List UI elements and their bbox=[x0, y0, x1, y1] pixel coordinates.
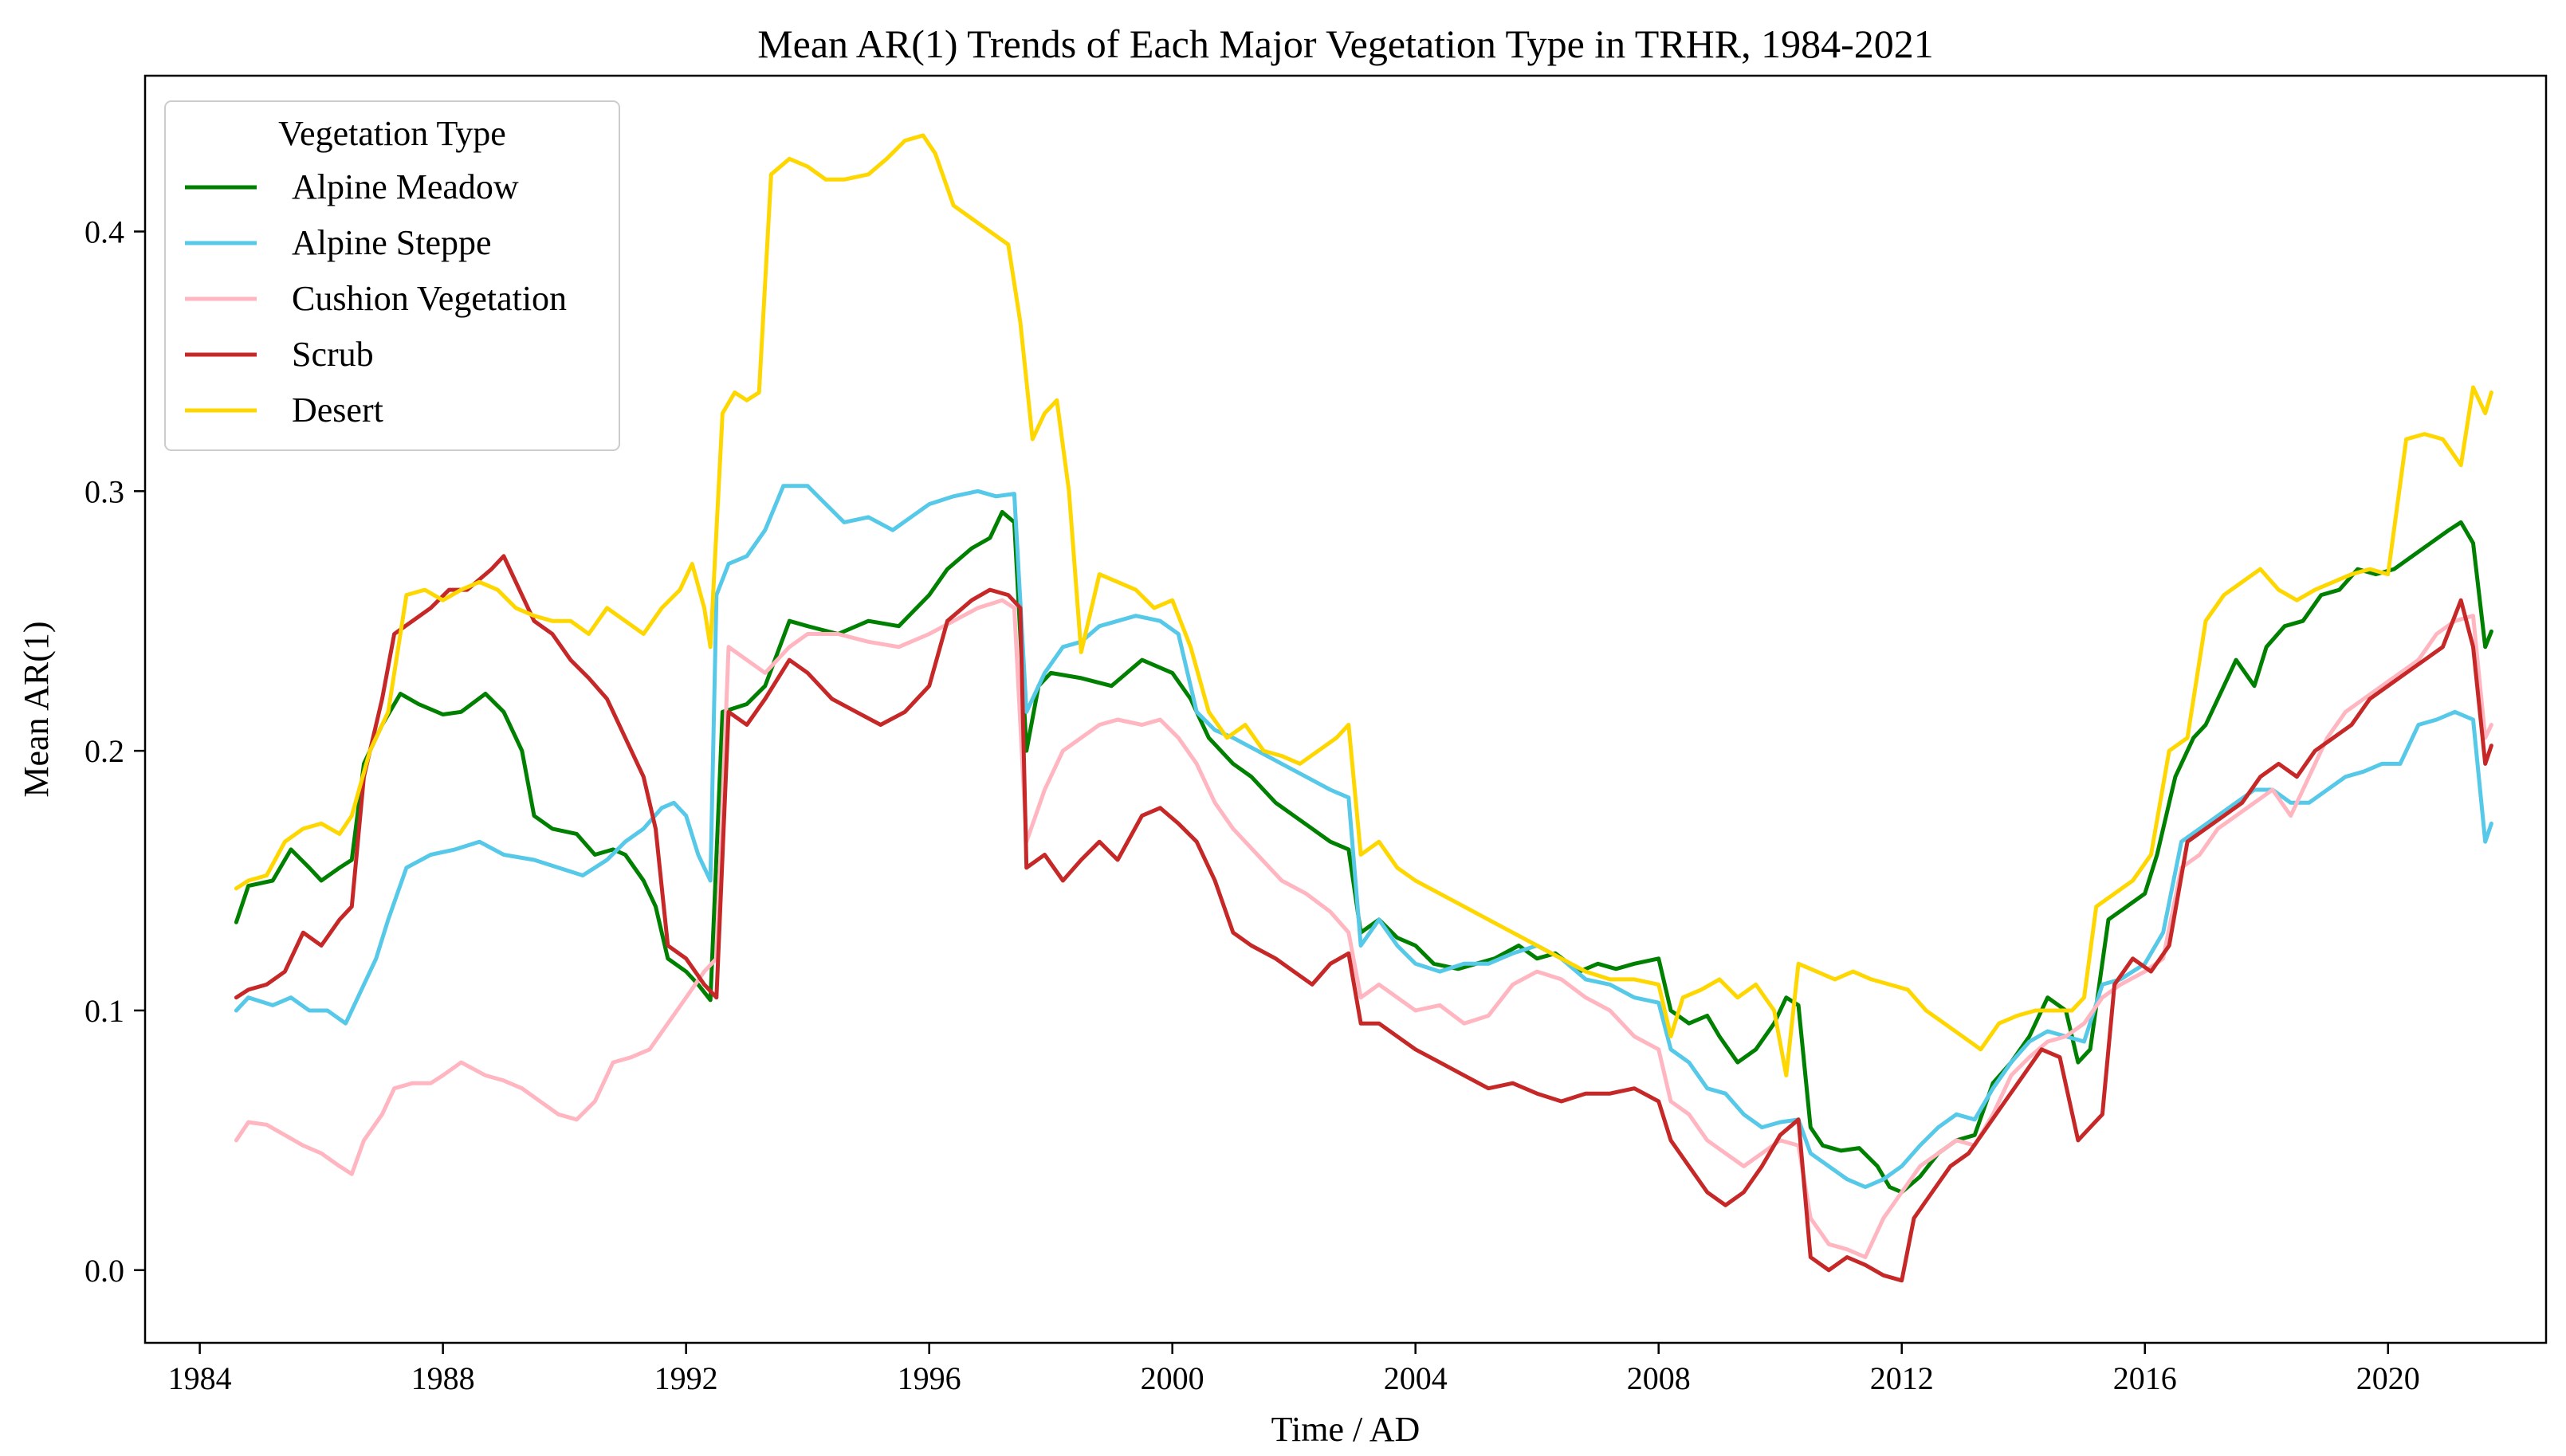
legend-label-alpine-meadow: Alpine Meadow bbox=[292, 167, 519, 206]
y-tick-label: 0.2 bbox=[84, 733, 124, 769]
x-tick-label: 1992 bbox=[654, 1360, 718, 1396]
series-line-alpine-steppe bbox=[234, 484, 2493, 1189]
x-tick-label: 2012 bbox=[1870, 1360, 1934, 1396]
y-tick-label: 0.4 bbox=[84, 214, 124, 249]
x-axis: 1984 1988 1992 1996 2000 2004 2008 2012 2016 2020 bbox=[168, 1343, 2420, 1396]
y-tick-label: 0.1 bbox=[84, 993, 124, 1029]
legend-box bbox=[164, 100, 620, 451]
legend-label-alpine-steppe: Alpine Steppe bbox=[292, 223, 492, 262]
x-tick-label: 2008 bbox=[1627, 1360, 1691, 1396]
x-tick-label: 2004 bbox=[1384, 1360, 1448, 1396]
x-tick-label: 1996 bbox=[898, 1360, 961, 1396]
chart-title: Mean AR(1) Trends of Each Major Vegetati… bbox=[757, 22, 1934, 66]
legend-items: Alpine Meadow Alpine Steppe Cushion Vegeta… bbox=[185, 167, 567, 430]
x-axis-label: Time / AD bbox=[1271, 1410, 1421, 1449]
series-line-alpine-meadow bbox=[234, 509, 2493, 1195]
x-tick-label: 2016 bbox=[2113, 1360, 2177, 1396]
x-tick-label: 1988 bbox=[411, 1360, 475, 1396]
x-tick-label: 2000 bbox=[1141, 1360, 1204, 1396]
y-axis: 0.0 0.1 0.2 0.3 0.4 bbox=[84, 214, 145, 1289]
legend-title: Vegetation Type bbox=[278, 114, 506, 153]
plot-frame bbox=[143, 74, 2548, 1344]
y-axis-label: Mean AR(1) bbox=[17, 621, 56, 797]
x-tick-label: 2020 bbox=[2356, 1360, 2420, 1396]
series-layer bbox=[234, 133, 2493, 1283]
legend-label-desert: Desert bbox=[292, 390, 383, 430]
y-tick-label: 0.0 bbox=[84, 1253, 124, 1289]
y-tick-label: 0.3 bbox=[84, 473, 124, 509]
legend-label-cushion-vegetation: Cushion Vegetation bbox=[292, 279, 567, 318]
series-line-desert bbox=[234, 133, 2493, 1077]
legend: Vegetation Type Alpine Meadow Alpine Step… bbox=[164, 100, 620, 451]
legend-label-scrub: Scrub bbox=[292, 335, 374, 374]
series-line-scrub bbox=[234, 554, 2493, 1283]
x-tick-label: 1984 bbox=[168, 1360, 232, 1396]
